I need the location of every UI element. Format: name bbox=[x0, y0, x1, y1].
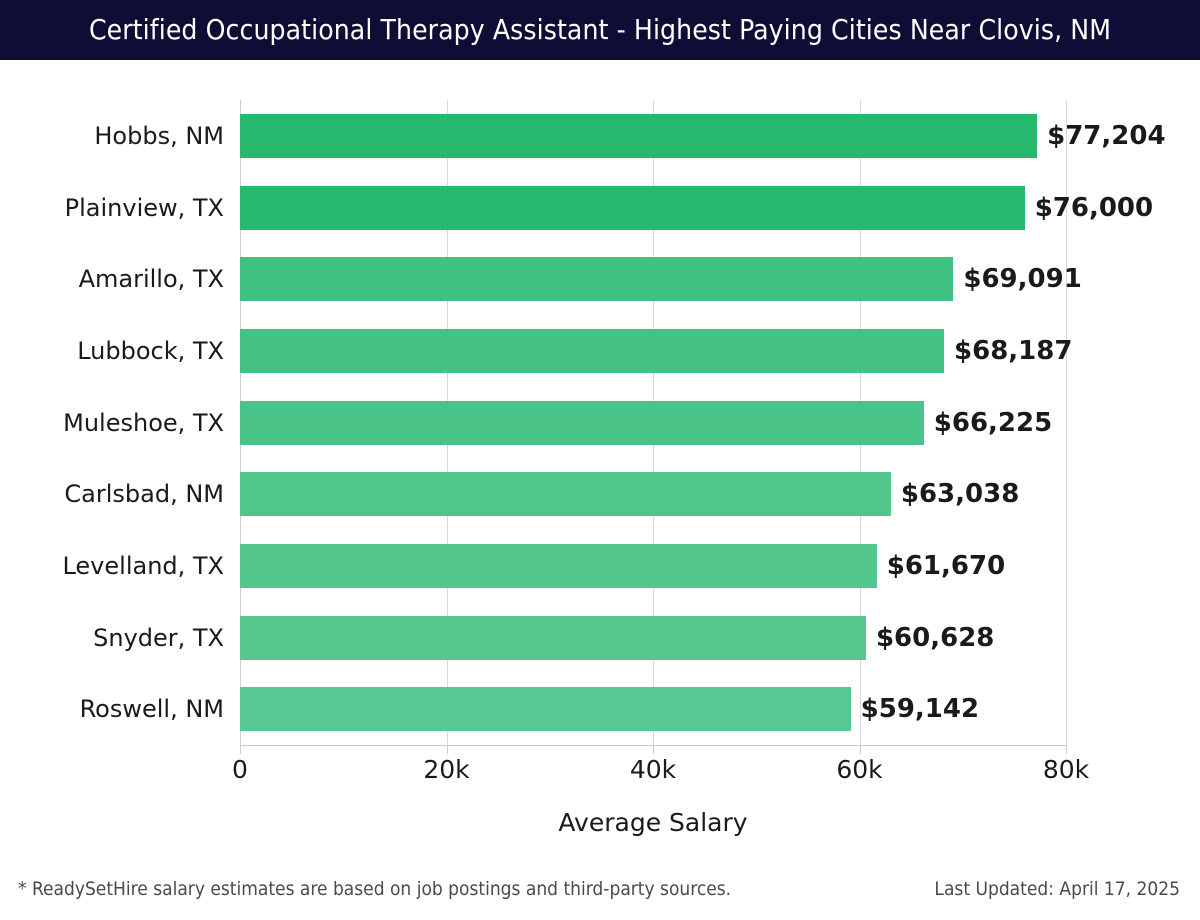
x-axis-tick-label: 40k bbox=[629, 755, 677, 784]
x-axis-tick bbox=[859, 746, 861, 754]
bar-value-label: $60,628 bbox=[875, 623, 995, 653]
bar-value-label: $63,038 bbox=[900, 479, 1020, 509]
x-axis-tick bbox=[446, 746, 448, 754]
bar-row[interactable]: $69,091 bbox=[240, 257, 1082, 301]
x-axis-tick-label: 60k bbox=[836, 755, 883, 784]
bar-value-label: $69,091 bbox=[963, 264, 1082, 294]
header-bar bbox=[0, 0, 1200, 60]
bar-value-label: $66,225 bbox=[933, 408, 1053, 438]
bar-row[interactable]: $59,142 bbox=[240, 687, 1066, 731]
bar[interactable] bbox=[240, 616, 866, 660]
x-axis-tick-label: 80k bbox=[1042, 755, 1090, 784]
x-axis-tick bbox=[653, 746, 654, 754]
x-axis-tick-label: 0 bbox=[232, 755, 248, 784]
y-axis-category-label: Lubbock, TX bbox=[77, 337, 224, 365]
bar-row[interactable]: $76,000 bbox=[240, 186, 1153, 230]
x-axis-tick bbox=[240, 746, 241, 754]
x-axis-title: Average Salary bbox=[558, 808, 748, 837]
gridline bbox=[1066, 100, 1067, 745]
footer-last-updated: Last Updated: April 17, 2025 bbox=[934, 878, 1180, 900]
bar-row[interactable]: $66,225 bbox=[240, 401, 1066, 445]
bar[interactable] bbox=[240, 114, 1038, 158]
bar-row[interactable]: $63,038 bbox=[240, 472, 1066, 516]
bar-row[interactable]: $68,187 bbox=[240, 329, 1072, 373]
y-axis-category-label: Roswell, NM bbox=[79, 695, 224, 723]
bar-value-label: $68,187 bbox=[954, 336, 1073, 366]
bar[interactable] bbox=[240, 472, 891, 516]
y-axis-category-label: Muleshoe, TX bbox=[63, 409, 224, 437]
y-axis-category-label: Levelland, TX bbox=[62, 552, 224, 580]
footer-note: * ReadySetHire salary estimates are base… bbox=[18, 878, 732, 900]
bar-value-label: $76,000 bbox=[1034, 193, 1154, 223]
bar[interactable] bbox=[240, 687, 851, 731]
y-axis-category-label: Carlsbad, NM bbox=[64, 480, 224, 508]
bar-value-label: $59,142 bbox=[860, 694, 980, 724]
page-title: Certified Occupational Therapy Assistant… bbox=[88, 13, 1112, 46]
bar[interactable] bbox=[240, 544, 877, 588]
x-axis-line bbox=[240, 745, 1067, 746]
bar[interactable] bbox=[240, 186, 1025, 230]
plot-area: $77,204 $76,000 $69,091 $68,187 $66,225 $63,0… bbox=[240, 100, 1166, 745]
bar[interactable] bbox=[240, 401, 924, 445]
bar-row[interactable]: $61,670 bbox=[240, 544, 1066, 588]
x-axis-tick-label: 20k bbox=[423, 755, 470, 784]
y-axis-category-label: Plainview, TX bbox=[64, 194, 224, 222]
bar[interactable] bbox=[240, 329, 945, 373]
y-axis-category-label: Snyder, TX bbox=[93, 624, 224, 652]
bar[interactable] bbox=[240, 257, 954, 301]
bar-value-label: $77,204 bbox=[1047, 121, 1166, 151]
bar-value-label: $61,670 bbox=[886, 551, 1006, 581]
bar-row[interactable]: $77,204 bbox=[240, 114, 1166, 158]
bar-row[interactable]: $60,628 bbox=[240, 616, 1066, 660]
y-axis-category-label: Hobbs, NM bbox=[94, 122, 224, 150]
y-axis-category-label: Amarillo, TX bbox=[78, 265, 224, 293]
x-axis-tick bbox=[1066, 746, 1067, 754]
